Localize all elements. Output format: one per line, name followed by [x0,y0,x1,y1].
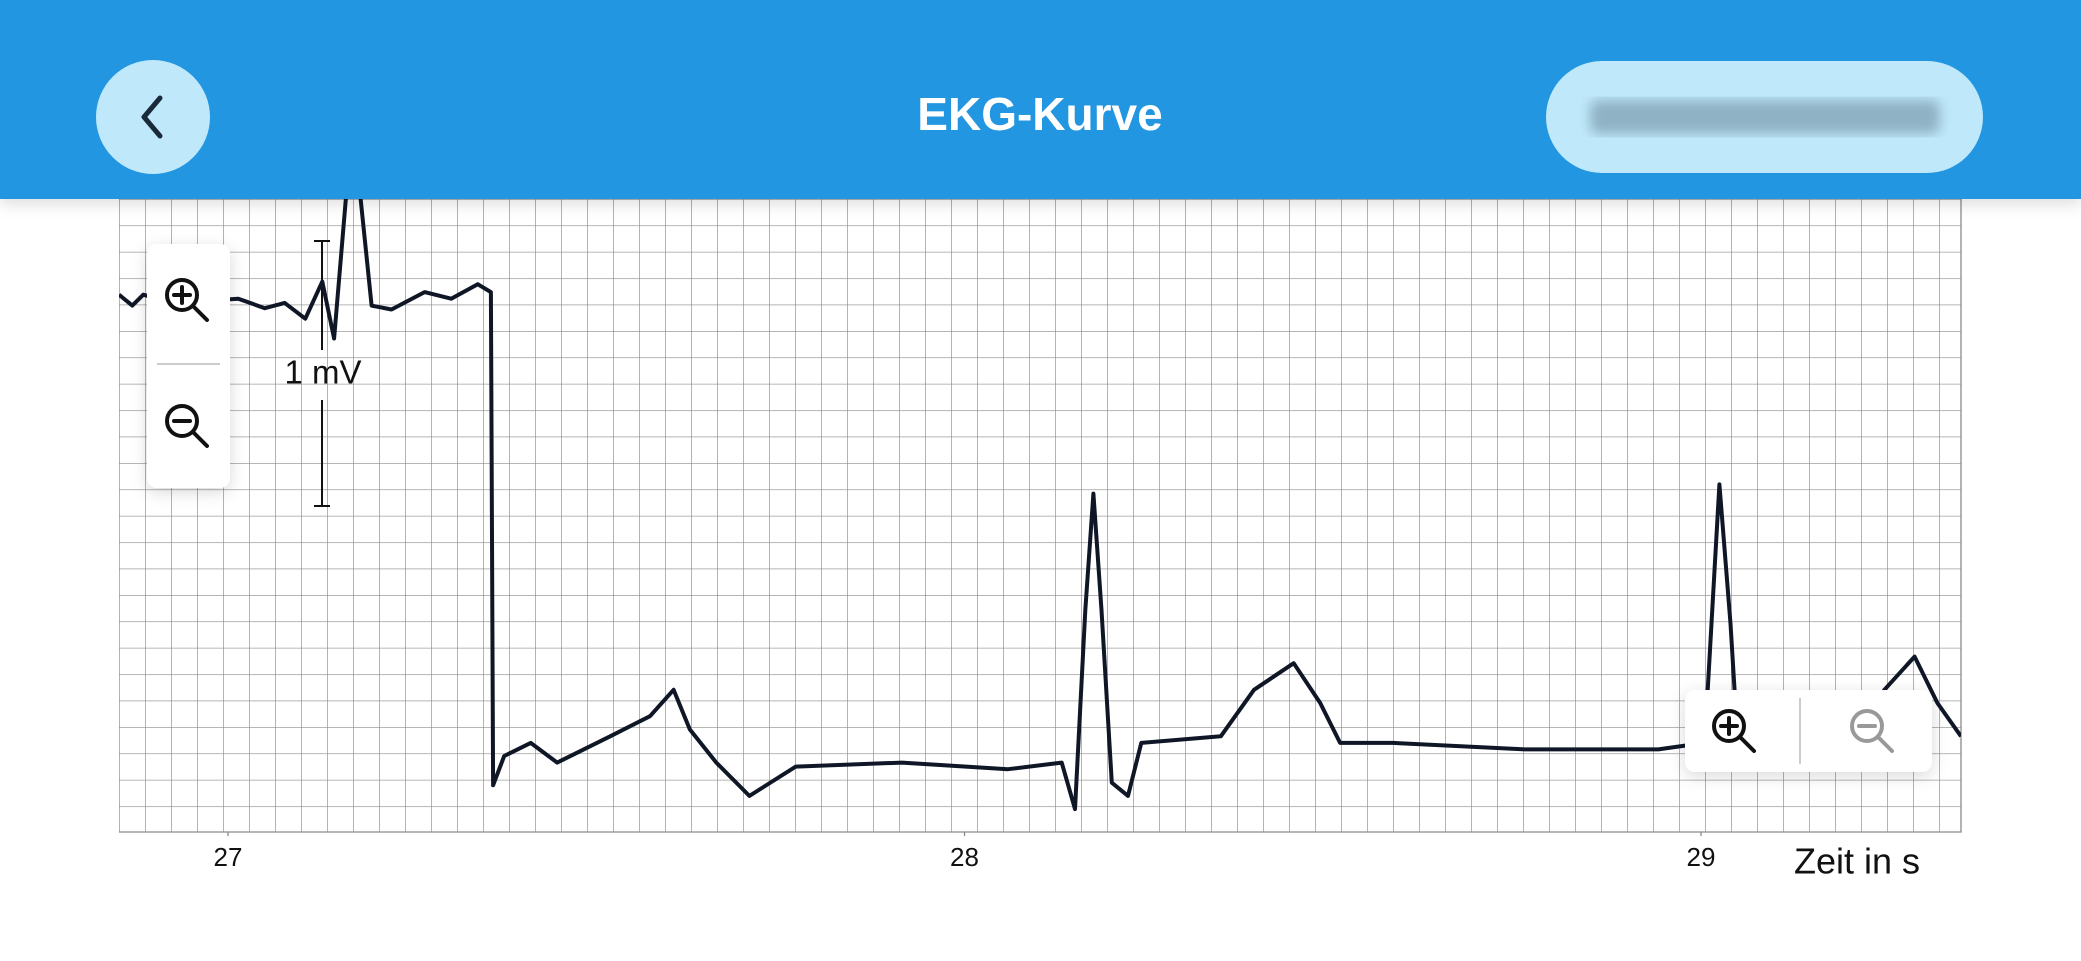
back-button[interactable] [96,60,210,174]
x-axis: 27 28 29 [214,832,1716,872]
zoom-in-button[interactable] [165,278,209,322]
x-tick-label: 29 [1687,842,1716,872]
scale-bar-line [314,240,330,507]
zoom-out-button[interactable] [165,404,209,448]
zoom-in-button[interactable] [1712,709,1756,753]
x-tick-label: 27 [214,842,243,872]
scale-bar: 1 mV [284,240,362,507]
zoom-card [1685,690,1932,772]
ekg-trace [119,199,1961,812]
ekg-grid [119,199,1961,832]
header-title: EKG-Kurve [917,88,1162,140]
scale-bar-label: 1 mV [284,354,361,391]
zoom-card-vertical [147,244,230,488]
zoom-out-button[interactable] [1850,709,1894,753]
x-axis-label: Zeit in s [1794,841,1920,882]
zoom-card-horizontal [1685,690,1932,772]
traces [119,199,1961,812]
plot-area [119,199,1962,833]
blurred-date [1590,100,1940,134]
back-icon [141,95,163,139]
x-tick-label: 28 [950,842,979,872]
grid-border [119,199,1962,833]
